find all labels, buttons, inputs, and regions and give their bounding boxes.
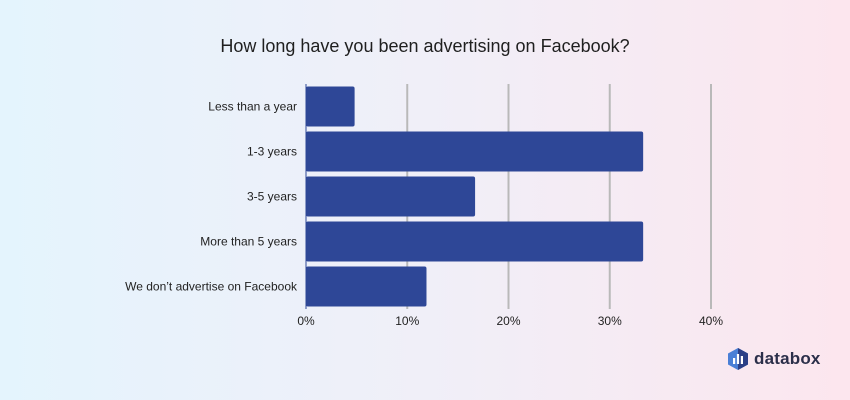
x-tick-label: 40% — [699, 314, 723, 328]
category-label: 1-3 years — [247, 145, 297, 159]
category-labels: Less than a year 1-3 years 3-5 years More t… — [125, 100, 298, 294]
x-tick-labels: 0% 10% 20% 30% 40% — [297, 314, 723, 328]
databox-logo-icon — [728, 348, 748, 370]
brand-name: databox — [754, 349, 821, 368]
x-tick-label: 0% — [297, 314, 315, 328]
bar — [306, 221, 644, 262]
category-label: More than 5 years — [200, 235, 297, 249]
bar — [306, 86, 355, 127]
bar — [306, 266, 427, 307]
bar — [306, 131, 644, 172]
bar — [306, 176, 476, 217]
bars — [306, 86, 644, 307]
x-tick-label: 30% — [598, 314, 622, 328]
category-label: 3-5 years — [247, 190, 297, 204]
category-label: We don’t advertise on Facebook — [125, 280, 298, 294]
brand-logo: databox — [728, 348, 821, 370]
chart-title: How long have you been advertising on Fa… — [220, 36, 629, 56]
x-tick-label: 10% — [395, 314, 419, 328]
category-label: Less than a year — [208, 100, 297, 114]
x-tick-label: 20% — [496, 314, 520, 328]
